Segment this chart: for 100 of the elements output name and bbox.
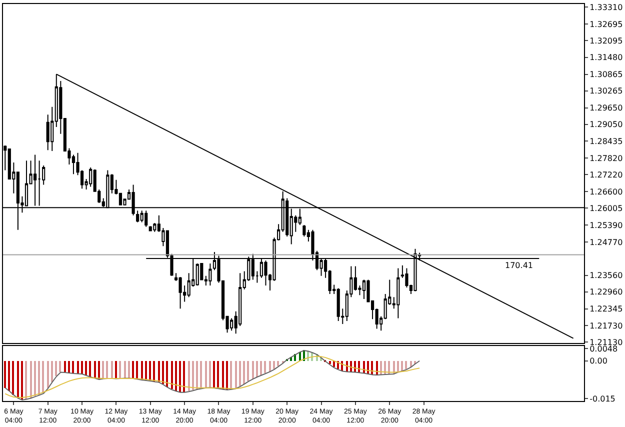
bar xyxy=(333,361,335,368)
bar xyxy=(47,361,49,388)
bar xyxy=(21,361,23,400)
bar xyxy=(34,361,36,396)
candlestick xyxy=(196,263,199,286)
bar xyxy=(171,361,173,390)
bar xyxy=(17,361,19,398)
bar xyxy=(141,361,143,380)
bar xyxy=(81,361,83,374)
bar xyxy=(235,361,237,388)
bar xyxy=(401,361,403,372)
bar xyxy=(239,361,241,386)
bar xyxy=(68,361,70,374)
y-tick-label: 1.28435 xyxy=(590,136,623,146)
y-tick-label: 1.30265 xyxy=(590,86,623,96)
bar xyxy=(196,361,198,390)
y-tick-label: 1.26600 xyxy=(590,187,623,196)
bar xyxy=(277,361,279,366)
bar xyxy=(179,361,181,392)
bar xyxy=(89,361,91,378)
y-tick-label: 1.25390 xyxy=(590,220,623,230)
candlestick xyxy=(336,288,340,322)
bar xyxy=(222,361,224,390)
bar xyxy=(183,361,185,392)
candlestick xyxy=(302,224,306,238)
bar xyxy=(8,361,10,392)
bar xyxy=(51,361,53,382)
y-tick-label: 0.00 xyxy=(590,356,608,366)
candlestick xyxy=(136,210,140,223)
bar xyxy=(72,361,74,374)
bar xyxy=(188,361,190,392)
bar xyxy=(158,361,160,382)
bar xyxy=(388,361,390,374)
candlestick xyxy=(144,210,148,228)
bar xyxy=(273,361,275,370)
bar xyxy=(230,361,232,390)
y-tick-label: 1.23560 xyxy=(590,271,623,280)
bar xyxy=(145,361,147,380)
bar xyxy=(226,361,228,390)
bar xyxy=(64,361,66,372)
bar xyxy=(4,361,6,388)
bar xyxy=(132,361,134,378)
series-label: 170.41 xyxy=(505,261,533,270)
bar xyxy=(55,361,57,376)
bar xyxy=(384,361,386,374)
bar xyxy=(102,361,104,380)
candlestick xyxy=(178,276,182,310)
bar xyxy=(397,361,399,372)
bar xyxy=(213,361,215,388)
y-tick-label: 1.32095 xyxy=(590,36,623,46)
y-tick-label: -0.015 xyxy=(590,394,616,404)
bar xyxy=(12,361,14,396)
line-series xyxy=(4,356,420,398)
bar xyxy=(128,361,130,378)
bar xyxy=(205,361,207,388)
bar xyxy=(98,361,100,380)
bar xyxy=(260,361,262,376)
y-tick-label: 1.24770 xyxy=(590,238,623,247)
bar xyxy=(256,361,258,378)
bar xyxy=(162,361,164,384)
bar xyxy=(106,361,108,378)
candlestick xyxy=(140,210,144,223)
bar xyxy=(200,361,202,388)
bar xyxy=(38,361,40,396)
y-tick-label: 1.29050 xyxy=(590,120,623,130)
y-tick-label: 1.30865 xyxy=(590,70,623,80)
candlestick xyxy=(208,263,212,286)
bar xyxy=(94,361,96,378)
bar xyxy=(405,361,407,370)
bar xyxy=(153,361,155,382)
bar xyxy=(111,361,113,378)
bar xyxy=(329,361,331,364)
y-tick-label: 1.27220 xyxy=(590,170,623,180)
candlestick xyxy=(362,279,366,300)
candlestick xyxy=(148,226,152,232)
bar xyxy=(247,361,249,382)
bar xyxy=(269,361,271,372)
bar xyxy=(264,361,266,374)
y-tick-label: 1.33310 xyxy=(590,2,623,12)
bar xyxy=(59,361,61,372)
bar xyxy=(136,361,138,380)
bar xyxy=(77,361,79,374)
bar xyxy=(25,361,27,400)
y-tick-label: 1.22345 xyxy=(590,304,623,314)
y-tick-label: 1.29650 xyxy=(590,104,623,113)
bar xyxy=(115,361,117,380)
bar xyxy=(124,361,126,378)
bar xyxy=(192,361,194,390)
bar xyxy=(166,361,168,388)
bar xyxy=(149,361,151,382)
candlestick xyxy=(396,268,400,319)
bar xyxy=(119,361,121,378)
y-tick-label: 0.0048 xyxy=(590,344,618,354)
bar xyxy=(209,361,211,388)
bar xyxy=(217,361,219,388)
bar xyxy=(410,361,412,368)
y-tick-label: 1.26005 xyxy=(590,204,623,213)
line-series xyxy=(4,350,420,400)
bar xyxy=(175,361,177,392)
y-tick-label: 1.27820 xyxy=(590,154,623,163)
